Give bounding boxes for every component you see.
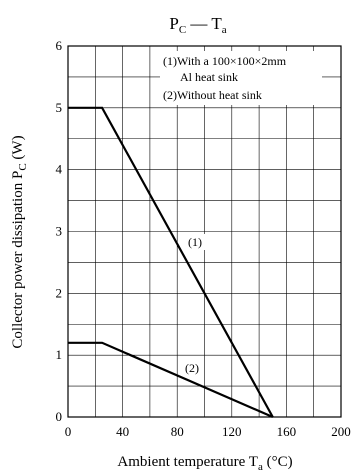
series-line-1: [68, 106, 274, 418]
y-tick-label: 4: [56, 162, 63, 177]
legend-box: [160, 51, 322, 105]
grid-lines: [68, 46, 341, 417]
curve-label-1-bg: [184, 234, 206, 250]
x-axis-label: Ambient temperature Ta (°C): [117, 454, 292, 473]
x-tick-label: 0: [65, 424, 72, 439]
y-tick-label: 3: [56, 224, 63, 239]
y-tick-label: 2: [56, 285, 63, 300]
y-tick-label: 0: [56, 409, 63, 424]
legend-line-2: Al heat sink: [180, 70, 238, 84]
y-tick-label: 6: [56, 38, 63, 53]
x-tick-label: 40: [116, 424, 129, 439]
curve-label-2: (2): [185, 361, 199, 375]
series-lines: [68, 106, 274, 419]
legend-line-3: (2)Without heat sink: [163, 88, 262, 102]
chart-title: PC — Ta: [169, 14, 226, 36]
curve-label-2-bg: [181, 360, 203, 376]
y-axis-label: Collector power dissipation PC (W): [10, 135, 29, 348]
y-tick-label: 5: [56, 100, 63, 115]
tick-labels: 0 40 80 120 160 200 0 1 2 3 4 5 6: [56, 38, 351, 439]
plot-frame: [67, 45, 342, 418]
y-tick-label: 1: [56, 347, 63, 362]
series-line-2: [68, 341, 274, 419]
x-tick-label: 160: [277, 424, 297, 439]
curve-label-1: (1): [188, 235, 202, 249]
x-tick-label: 200: [331, 424, 351, 439]
x-tick-label: 80: [171, 424, 184, 439]
x-tick-label: 120: [222, 424, 242, 439]
legend-line-1: (1)With a 100×100×2mm: [163, 54, 287, 68]
